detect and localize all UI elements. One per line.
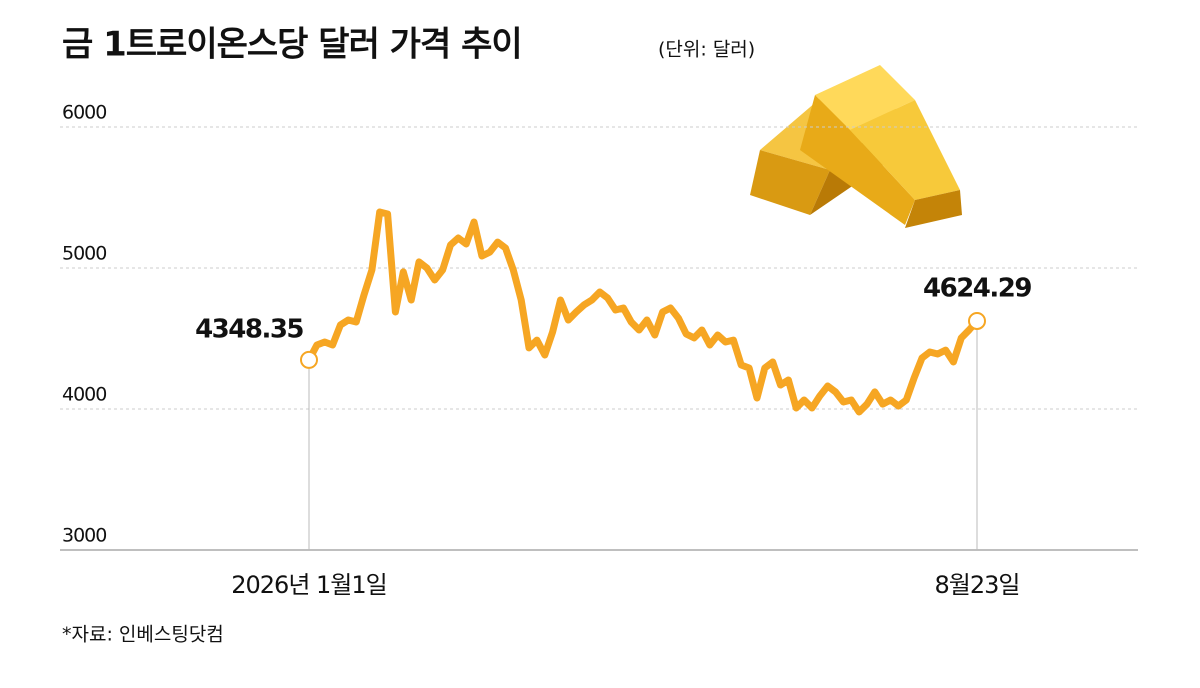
price-line: [305, 208, 981, 416]
value-label: 4348.35: [195, 314, 303, 344]
source-note: *자료: 인베스팅닷컴: [62, 624, 224, 646]
chart-title: 금 1트로이온스당 달러 가격 추이: [62, 25, 522, 65]
gold-bars-illustration: [750, 65, 962, 228]
end-point: [968, 311, 986, 330]
y-tick-label: 3000: [62, 525, 106, 547]
y-tick-label: 5000: [62, 243, 106, 265]
y-tick-label: 6000: [62, 102, 106, 124]
x-tick-label: 2026년 1월1일: [231, 571, 387, 599]
end-point: [300, 350, 318, 369]
value-label: 4624.29: [923, 273, 1031, 303]
chart-subtitle: (단위: 달러): [658, 39, 755, 61]
x-tick-label: 8월23일: [935, 571, 1020, 599]
y-tick-label: 4000: [62, 384, 106, 406]
